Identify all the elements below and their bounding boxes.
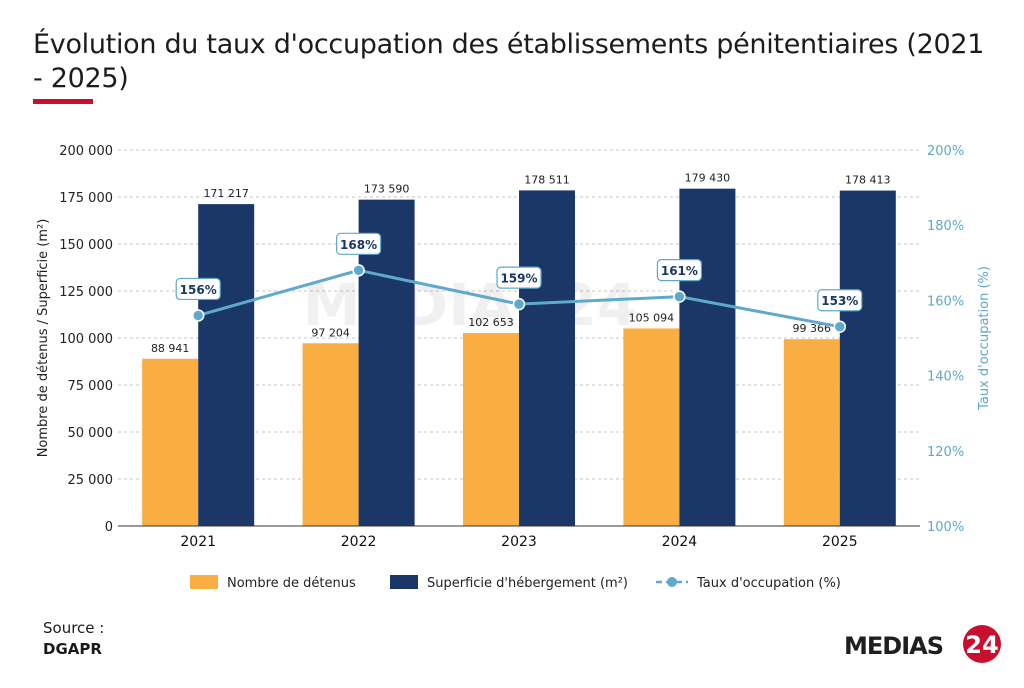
y-tick-label: 50 000: [68, 426, 114, 441]
occupancy-label-box: [175, 277, 221, 301]
y-axis-label: Nombre de détenus / Superficie (m²): [36, 219, 51, 458]
legend-marker-taux: [667, 577, 677, 587]
bars: 88 941 171 217 97 204 173 590 102 653 178 511…: [142, 172, 896, 526]
svg-text:MEDIAS: MEDIAS: [844, 632, 943, 660]
y2-tick-label: 140%: [927, 370, 964, 385]
bar-superficie: [839, 190, 896, 526]
occupancy-point: [352, 264, 365, 277]
bar-detenus: [623, 328, 680, 526]
y-tick-label: 75 000: [68, 379, 114, 394]
legend-label-superficie: Superficie d'hébergement (m²): [427, 576, 628, 591]
title-accent-bar: [33, 99, 93, 104]
occupancy-point: [191, 309, 205, 322]
y-tick-label: 125 000: [59, 285, 113, 300]
x-tick-label: 2023: [501, 534, 537, 550]
occupancy-line: 156% 168% 159% 161% 153%: [175, 232, 863, 333]
bar-detenus: [463, 333, 519, 526]
y-tick-label: 200 000: [59, 144, 113, 159]
source-value: DGAPR: [43, 640, 102, 658]
bar-superficie: [519, 190, 575, 526]
y-tick-label: 0: [105, 520, 113, 535]
medias24-logo: MEDIAS 24: [844, 625, 1001, 663]
y-tick-label: 175 000: [59, 191, 113, 206]
y2-tick-label: 160%: [927, 294, 964, 309]
watermark-text: MEDIAS24: [303, 271, 637, 339]
chart-title: Évolution du taux d'occupation des établ…: [33, 29, 985, 94]
y2-axis-label: Taux d'occupation (%): [977, 266, 992, 411]
legend-swatch-superficie: [390, 575, 418, 589]
bar-superficie: [198, 204, 255, 526]
x-tick-label: 2021: [180, 534, 216, 550]
occupancy-point: [833, 320, 847, 333]
bar-detenus: [783, 339, 840, 526]
bar-detenus: [302, 343, 359, 526]
bar-superficie: [679, 188, 736, 526]
watermark: MEDIAS24: [303, 271, 637, 339]
legend: Nombre de détenus Superficie d'hébergemen…: [190, 575, 841, 591]
y-tick-label: 25 000: [68, 473, 114, 488]
occupancy-label: 159%: [500, 272, 537, 286]
occupancy-point: [512, 297, 526, 311]
legend-label-taux: Taux d'occupation (%): [696, 576, 841, 591]
y2-tick-label: 120%: [927, 445, 964, 460]
bar-label-superficie: 171 217: [203, 187, 249, 200]
y-tick-label: 100 000: [59, 332, 113, 347]
bar-label-superficie: 179 430: [685, 172, 731, 185]
svg-text:24: 24: [965, 631, 998, 659]
occupancy-label: 156%: [180, 283, 217, 297]
y2-tick-label: 200%: [927, 144, 964, 159]
occupancy-label-box: [817, 289, 863, 312]
x-tick-label: 2022: [341, 534, 377, 550]
occupancy-label-box: [656, 259, 703, 282]
y2-tick-label: 180%: [927, 219, 964, 234]
occupancy-label-box: [336, 232, 382, 255]
bar-label-detenus: 99 366: [793, 322, 832, 335]
axes: 0 25 000 50 000 75 000 100 000 125 000 150 000…: [36, 144, 992, 550]
chart-svg: MEDIAS24 88 941 171 217 97 204 173 590 102 6…: [36, 144, 992, 591]
bar-label-superficie: 178 413: [845, 174, 891, 187]
bar-label-detenus: 102 653: [468, 316, 514, 329]
bar-label-superficie: 173 590: [364, 183, 410, 196]
occupancy-label: 168%: [340, 238, 377, 252]
legend-label-detenus: Nombre de détenus: [227, 576, 356, 591]
bar-label-detenus: 88 941: [151, 342, 190, 355]
y-tick-label: 150 000: [59, 238, 113, 253]
bar-detenus: [142, 358, 199, 526]
x-tick-label: 2025: [822, 534, 858, 550]
bar-label-superficie: 178 511: [524, 173, 570, 186]
bar-label-detenus: 105 094: [629, 311, 675, 324]
y2-tick-label: 100%: [927, 520, 964, 535]
legend-swatch-detenus: [190, 575, 218, 589]
bar-label-detenus: 97 204: [311, 326, 350, 339]
x-tick-label: 2024: [662, 534, 698, 550]
occupancy-point: [673, 290, 686, 303]
occupancy-label-box: [496, 266, 542, 289]
occupancy-label: 153%: [821, 294, 858, 308]
source-label: Source :: [43, 619, 105, 637]
occupancy-label: 161%: [661, 264, 698, 278]
